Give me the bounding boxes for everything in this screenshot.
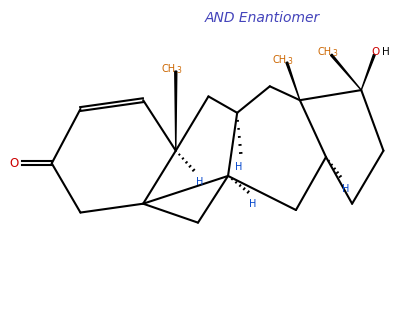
Text: O: O — [372, 47, 380, 57]
Text: CH: CH — [162, 64, 176, 73]
Text: H: H — [249, 199, 257, 209]
Polygon shape — [361, 54, 375, 90]
Text: H: H — [235, 162, 242, 172]
Text: AND Enantiomer: AND Enantiomer — [205, 11, 320, 25]
Text: CH: CH — [317, 47, 331, 57]
Text: O: O — [9, 157, 19, 170]
Polygon shape — [286, 62, 300, 100]
Text: H: H — [342, 183, 349, 193]
Text: CH: CH — [273, 55, 287, 65]
Text: H: H — [382, 47, 389, 57]
Text: H: H — [196, 177, 203, 187]
Text: 3: 3 — [288, 57, 292, 66]
Polygon shape — [175, 71, 177, 151]
Polygon shape — [330, 54, 361, 90]
Text: 3: 3 — [332, 50, 337, 58]
Text: 3: 3 — [177, 66, 182, 75]
